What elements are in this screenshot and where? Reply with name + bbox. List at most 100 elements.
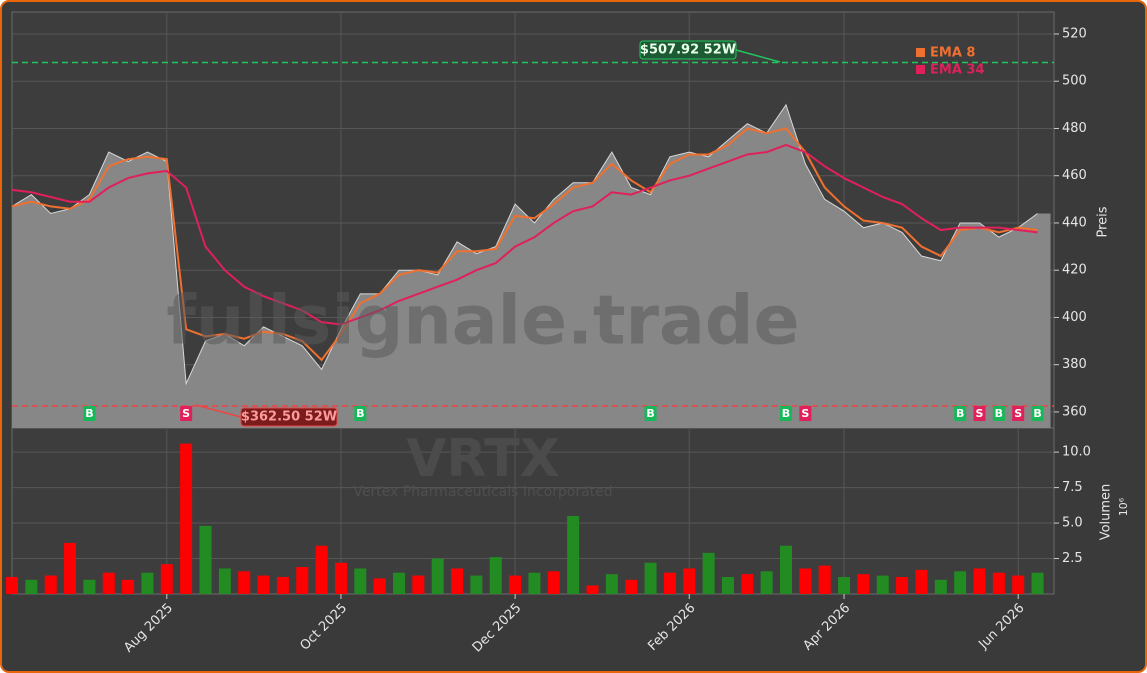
volume-bar — [276, 576, 289, 594]
volume-bar — [683, 568, 696, 594]
signal-label: B — [956, 407, 964, 420]
watermark: fullsignale.trade — [166, 282, 799, 361]
signal-label: S — [182, 407, 190, 420]
volume-bar — [44, 575, 57, 594]
signal-label: B — [995, 407, 1003, 420]
annotation-label: $507.92 52W — [640, 43, 736, 58]
signal-box — [973, 406, 986, 421]
volume-bar — [431, 558, 444, 594]
legend-swatch — [916, 65, 925, 74]
y-tick-label: 10.0 — [1062, 445, 1091, 460]
y-tick-label: 400 — [1062, 310, 1087, 325]
volume-bar — [702, 552, 715, 594]
volume-bar — [780, 545, 792, 594]
y2-axis-label: Volumen — [1099, 484, 1114, 541]
volume-bar — [876, 575, 889, 594]
annotation-arrow — [195, 404, 242, 418]
signal-label: B — [782, 407, 790, 420]
volume-bar — [122, 579, 135, 594]
watermark-subtitle: Vertex Pharmaceuticals Incorporated — [353, 484, 612, 500]
volume-bar — [605, 574, 618, 594]
annotation-box — [240, 407, 338, 427]
annotation-box — [639, 40, 737, 60]
signal-box — [644, 406, 657, 421]
volume-bar — [644, 562, 657, 594]
volume-bar — [180, 443, 193, 594]
y-tick-label: 460 — [1062, 168, 1087, 183]
volume-bar — [934, 579, 947, 594]
signal-box — [780, 406, 792, 421]
volume-bar — [199, 525, 212, 594]
signal-label: B — [646, 407, 654, 420]
volume-bar — [741, 574, 754, 594]
volume-bar — [238, 571, 251, 594]
y-tick-label: 2.5 — [1062, 551, 1083, 566]
volume-bar — [334, 562, 347, 594]
volume-bar — [218, 568, 231, 594]
volume-bar — [760, 571, 773, 594]
volume-bar — [64, 542, 77, 594]
volume-bar — [141, 572, 154, 594]
volume-bar — [954, 571, 967, 594]
annotation-arrow — [735, 49, 781, 63]
volume-bar — [818, 565, 831, 594]
signal-label: S — [801, 407, 809, 420]
y-tick-label: 7.5 — [1062, 480, 1083, 495]
volume-bar — [6, 576, 18, 594]
volume-bar — [625, 579, 638, 594]
volume-bar — [973, 568, 986, 594]
signal-label: B — [356, 407, 364, 420]
y2-scale-label: 10⁶ — [1117, 497, 1130, 516]
volume-bar — [586, 585, 599, 594]
y-tick-label: 5.0 — [1062, 516, 1083, 531]
signal-box — [1012, 406, 1025, 421]
volume-bar — [315, 545, 328, 594]
volume-bar — [528, 572, 541, 594]
signal-label: S — [1014, 407, 1022, 420]
legend-label: EMA 8 — [930, 46, 975, 61]
volume-bar — [412, 575, 425, 594]
signal-box — [799, 406, 812, 421]
volume-bar — [1012, 575, 1025, 594]
ema-line — [11, 143, 1038, 326]
volume-bar — [721, 576, 734, 594]
volume-bar — [509, 575, 522, 594]
volume-bar — [25, 579, 38, 594]
ema-line — [11, 127, 1038, 362]
y-tick-label: 480 — [1062, 121, 1087, 136]
volume-bar — [1031, 572, 1044, 594]
volume-bar — [354, 568, 367, 594]
volume-bar — [992, 572, 1005, 594]
watermark-title: VRTX — [406, 429, 560, 489]
y-axis-label: Preis — [1096, 206, 1111, 237]
price-area — [12, 104, 1051, 428]
volume-bar — [799, 568, 812, 594]
volume-bar — [896, 576, 909, 594]
y-tick-label: 440 — [1062, 215, 1087, 230]
signal-box — [180, 406, 193, 421]
signal-box — [83, 406, 96, 421]
signal-label: B — [1033, 407, 1041, 420]
volume-bar — [296, 567, 309, 594]
signal-box — [954, 406, 967, 421]
signal-box — [1031, 406, 1044, 421]
volume-bar — [83, 579, 96, 594]
y-tick-label: 500 — [1062, 74, 1087, 89]
price-line — [11, 103, 1038, 386]
volume-bar — [567, 515, 580, 594]
volume-bar — [393, 572, 405, 594]
volume-bar — [160, 564, 173, 594]
signal-box — [354, 406, 367, 421]
signal-label: S — [976, 407, 984, 420]
volume-bar — [373, 578, 386, 594]
signal-box — [992, 406, 1005, 421]
legend-label: EMA 34 — [930, 63, 985, 78]
volume-bar — [915, 569, 928, 594]
volume-bar — [489, 557, 502, 594]
signal-label: B — [85, 407, 93, 420]
volume-bar — [663, 572, 676, 594]
volume-bar — [547, 571, 560, 594]
volume-bar — [451, 568, 464, 594]
volume-bar — [102, 572, 115, 594]
